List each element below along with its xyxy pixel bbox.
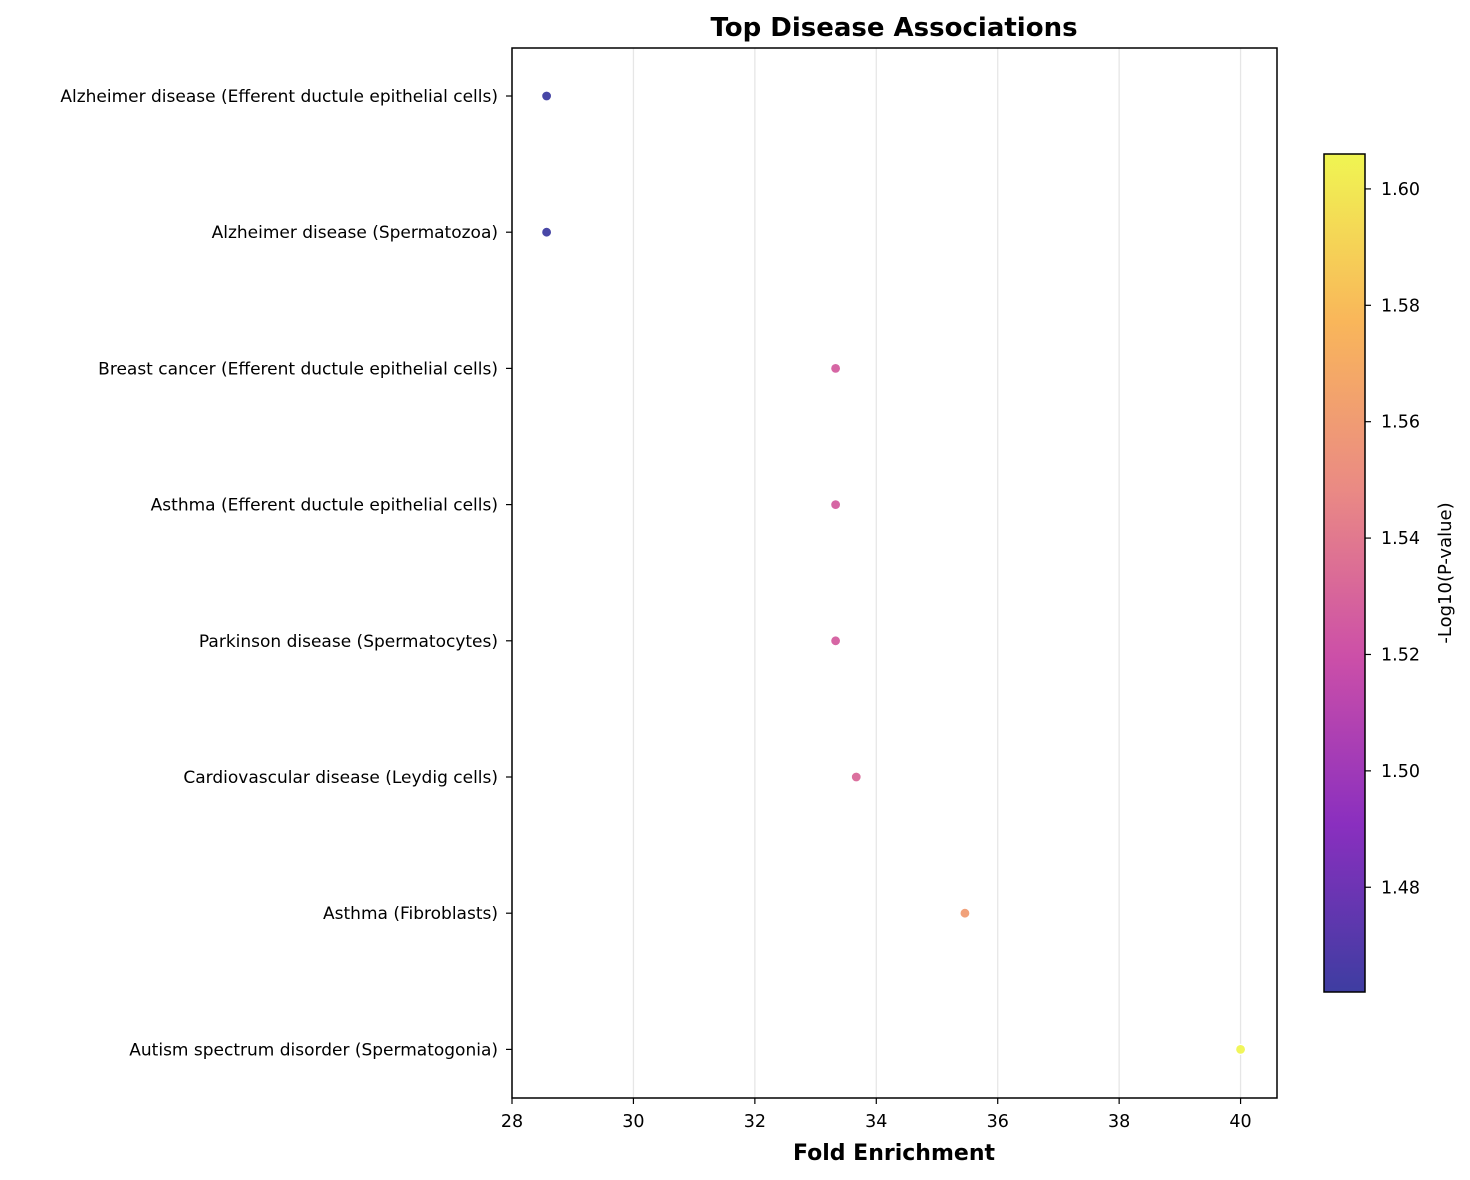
y-tick-label: Asthma (Fibroblasts) <box>323 904 498 924</box>
data-point <box>959 907 971 919</box>
colorbar-label: -Log10(P-value) <box>1435 502 1456 643</box>
y-tick-label: Breast cancer (Efferent ductule epitheli… <box>98 359 498 379</box>
x-axis-label: Fold Enrichment <box>793 1141 995 1166</box>
y-tick-label: Cardiovascular disease (Leydig cells) <box>183 768 498 788</box>
data-point <box>850 771 862 783</box>
x-tick-label: 40 <box>1229 1112 1251 1132</box>
x-tick-label: 28 <box>501 1112 523 1132</box>
data-points <box>541 90 1247 1056</box>
data-point <box>830 362 842 374</box>
y-tick-label: Autism spectrum disorder (Spermatogonia) <box>129 1040 498 1060</box>
x-axis-ticks: 28 30 32 34 36 38 40 <box>501 1098 1252 1132</box>
colorbar-tick-label: 1.50 <box>1381 762 1420 782</box>
data-point <box>830 635 842 647</box>
chart-title: Top Disease Associations <box>710 13 1077 43</box>
colorbar: 1.48 1.50 1.52 1.54 1.56 1.58 1.60 -Log10(P-va… <box>1323 153 1456 993</box>
data-point <box>541 90 553 102</box>
x-tick-label: 30 <box>622 1112 644 1132</box>
colorbar-tick-label: 1.52 <box>1381 645 1420 665</box>
colorbar-tick-label: 1.58 <box>1381 296 1420 316</box>
x-tick-label: 32 <box>744 1112 766 1132</box>
y-axis-ticks: Alzheimer disease (Efferent ductule epit… <box>60 87 512 1060</box>
x-tick-label: 38 <box>1108 1112 1130 1132</box>
y-tick-label: Asthma (Efferent ductule epithelial cell… <box>151 496 498 516</box>
y-tick-label: Parkinson disease (Spermatocytes) <box>199 632 498 652</box>
colorbar-tick-label: 1.48 <box>1381 878 1420 898</box>
colorbar-ticks: 1.48 1.50 1.52 1.54 1.56 1.58 1.60 <box>1365 180 1420 898</box>
y-tick-label: Alzheimer disease (Spermatozoa) <box>212 223 498 243</box>
x-tick-label: 34 <box>865 1112 887 1132</box>
data-point <box>1234 1043 1247 1056</box>
x-tick-label: 36 <box>987 1112 1009 1132</box>
colorbar-tick-label: 1.56 <box>1381 413 1420 433</box>
colorbar-gradient <box>1323 153 1366 993</box>
data-point <box>830 499 842 511</box>
data-point <box>541 226 553 238</box>
colorbar-tick-label: 1.54 <box>1381 529 1420 549</box>
colorbar-tick-label: 1.60 <box>1381 180 1420 200</box>
y-tick-label: Alzheimer disease (Efferent ductule epit… <box>60 87 498 107</box>
plot-frame <box>511 47 1278 1099</box>
grid-lines <box>511 48 1242 1098</box>
